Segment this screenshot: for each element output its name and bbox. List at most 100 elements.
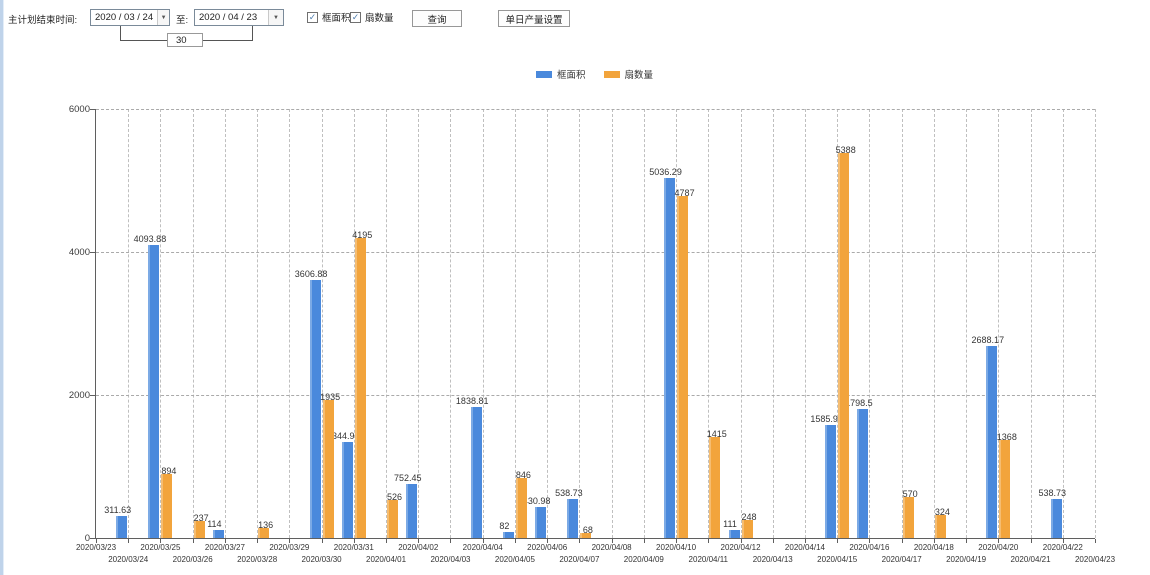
vertical-gridline — [224, 109, 226, 538]
x-axis-label: 2020/04/01 — [366, 555, 407, 564]
bar-frame-area — [728, 530, 740, 538]
connector-line — [120, 40, 167, 41]
x-axis-label: 2020/03/26 — [172, 555, 213, 564]
vertical-gridline — [321, 109, 323, 538]
vertical-gridline — [933, 109, 935, 538]
x-axis-tick — [224, 539, 226, 543]
bar-label-frame-area: 4093.88 — [133, 234, 167, 245]
bar-label-frame-area: 1798.5 — [845, 398, 873, 409]
x-axis-tick — [933, 539, 935, 543]
bar-fan-count — [515, 477, 527, 538]
bar-label-frame-area: 538.73 — [555, 488, 583, 499]
bar-fan-count — [387, 500, 399, 538]
x-axis-label: 2020/04/22 — [1042, 543, 1083, 552]
x-axis-tick — [192, 539, 194, 543]
x-axis-label: 2020/04/04 — [462, 543, 503, 552]
x-axis-tick — [966, 539, 968, 543]
y-axis-tick — [90, 538, 95, 539]
x-axis-label: 2020/03/23 — [75, 543, 117, 552]
date-from-value: 2020 / 03 / 24 — [95, 12, 154, 23]
vertical-gridline — [643, 109, 645, 538]
x-axis-tick — [708, 539, 710, 543]
bar-frame-area — [470, 406, 482, 538]
x-axis-label: 2020/04/15 — [817, 555, 858, 564]
x-axis-tick — [450, 539, 452, 543]
x-axis-tick — [740, 539, 742, 543]
x-axis-label: 2020/04/19 — [946, 555, 987, 564]
x-axis-label: 2020/04/05 — [494, 555, 535, 564]
vertical-gridline — [901, 109, 903, 538]
x-axis-tick — [418, 539, 420, 543]
bar-label-frame-area: 2688.17 — [971, 334, 1005, 345]
chevron-down-icon[interactable]: ▼ — [268, 10, 283, 25]
y-axis-tick — [90, 252, 95, 253]
y-axis-label: 6000 — [68, 104, 90, 115]
bar-label-frame-area: 82 — [499, 521, 510, 532]
bar-chart-plot: 0 2000 4000 6000 2020/03/23 2020/03/24 2020/03… — [69, 104, 1115, 564]
fan-count-checkbox-label: 扇数量 — [365, 13, 394, 24]
chevron-down-icon[interactable]: ▼ — [157, 10, 169, 25]
fan-count-checkbox[interactable]: ✓ 扇数量 — [350, 10, 394, 24]
window-left-edge-highlight — [3, 0, 4, 575]
vertical-gridline — [1030, 109, 1032, 538]
bar-fan-count — [193, 521, 205, 538]
query-button[interactable]: 查询 — [412, 10, 462, 27]
frame-area-checkbox-label: 框面积 — [322, 13, 351, 24]
vertical-gridline — [514, 109, 516, 538]
bar-label-fan-count: 1935 — [320, 391, 341, 402]
days-between-input[interactable]: 30 — [167, 33, 203, 47]
x-axis-tick — [579, 539, 581, 543]
bar-label-fan-count: 237 — [193, 513, 209, 524]
bar-label-fan-count: 1415 — [706, 428, 727, 439]
vertical-gridline — [386, 109, 388, 538]
x-axis-tick — [128, 539, 130, 543]
bar-label-fan-count: 846 — [515, 469, 531, 480]
vertical-gridline — [450, 109, 452, 538]
bar-fan-count — [838, 152, 850, 538]
x-axis-tick — [321, 539, 323, 543]
x-axis-label: 2020/04/08 — [591, 543, 632, 552]
x-axis-tick — [353, 539, 355, 543]
x-axis-tick — [804, 539, 806, 543]
x-axis-label: 2020/04/07 — [559, 555, 600, 564]
bar-frame-area — [535, 507, 547, 538]
x-axis-tick — [160, 539, 162, 543]
x-axis-tick — [772, 539, 774, 543]
date-to-picker[interactable]: 2020 / 04 / 23 ▼ — [194, 9, 284, 26]
vertical-gridline — [708, 109, 710, 538]
vertical-gridline — [804, 109, 806, 538]
y-axis-label: 2000 — [68, 390, 90, 401]
bar-label-frame-area: 430.98 — [522, 496, 551, 507]
checkbox-check-icon[interactable]: ✓ — [307, 11, 318, 23]
x-axis-label: 2020/04/20 — [978, 543, 1019, 552]
x-axis-label: 2020/04/17 — [881, 555, 922, 564]
bar-frame-area — [502, 532, 514, 538]
x-axis-tick — [482, 539, 484, 543]
daily-output-settings-button[interactable]: 单日产量设置 — [498, 10, 570, 27]
x-axis-label: 2020/04/06 — [527, 543, 568, 552]
y-axis-label: 0 — [84, 533, 90, 544]
y-axis-tick — [90, 109, 95, 110]
x-axis-tick — [257, 539, 259, 543]
x-axis-label: 2020/03/28 — [237, 555, 278, 564]
legend-item-fan-count[interactable]: 扇数量 — [603, 67, 653, 81]
x-axis-tick — [96, 539, 97, 543]
vertical-gridline — [611, 109, 613, 538]
x-axis-label: 2020/04/03 — [430, 555, 471, 564]
x-axis-label: 2020/04/11 — [688, 555, 729, 564]
bar-label-fan-count: 894 — [161, 466, 177, 477]
chart-legend: 框面积 扇数量 — [95, 67, 1094, 81]
vertical-gridline — [837, 109, 839, 538]
date-from-picker[interactable]: 2020 / 03 / 24 ▼ — [90, 9, 170, 26]
bar-label-frame-area: 1585.96 — [810, 413, 843, 424]
frame-area-checkbox[interactable]: ✓ 框面积 — [307, 10, 351, 24]
bar-label-frame-area: 111 — [723, 519, 737, 530]
x-axis-label: 2020/04/09 — [623, 555, 664, 564]
bar-label-fan-count: 136 — [258, 520, 274, 531]
checkbox-check-icon[interactable]: ✓ — [350, 11, 361, 23]
bar-fan-count — [902, 497, 914, 538]
x-axis-tick — [1062, 539, 1064, 543]
x-axis-tick — [998, 539, 1000, 543]
bar-fan-count — [999, 440, 1011, 538]
legend-item-frame-area[interactable]: 框面积 — [535, 67, 586, 81]
